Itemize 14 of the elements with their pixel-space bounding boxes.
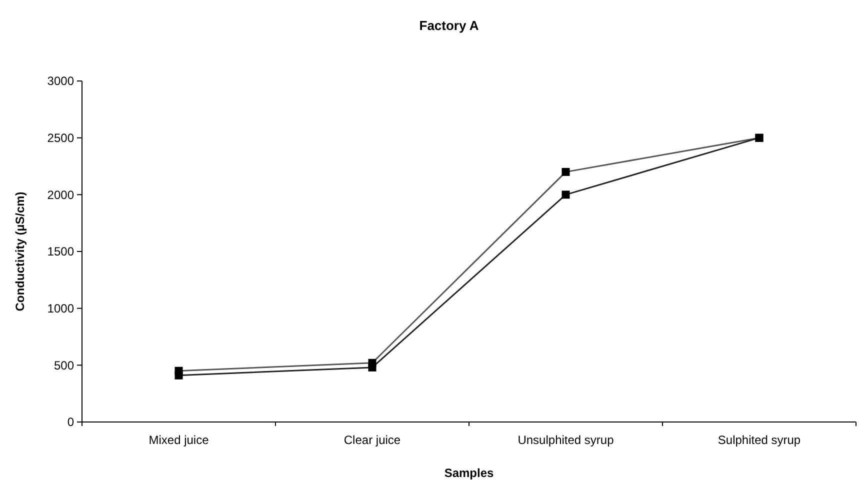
x-axis-title: Samples [444, 466, 494, 480]
x-tick-label: Clear juice [344, 433, 401, 447]
y-tick-label: 2000 [47, 188, 74, 202]
y-tick-label: 1500 [47, 244, 74, 259]
x-tick-label: Unsulphited syrup [518, 433, 614, 447]
y-tick-label: 3000 [47, 74, 74, 88]
y-tick-label: 0 [67, 415, 74, 430]
y-tick-label: 500 [54, 358, 74, 372]
x-tick-label: Sulphited syrup [718, 433, 801, 447]
y-tick-label: 2500 [47, 131, 74, 146]
x-tick-label: Mixed juice [148, 433, 210, 447]
chart-title: Factory A [419, 18, 480, 33]
y-axis-title: Conductivity (µS/cm) [13, 192, 27, 312]
y-tick-label: 1000 [47, 302, 74, 316]
